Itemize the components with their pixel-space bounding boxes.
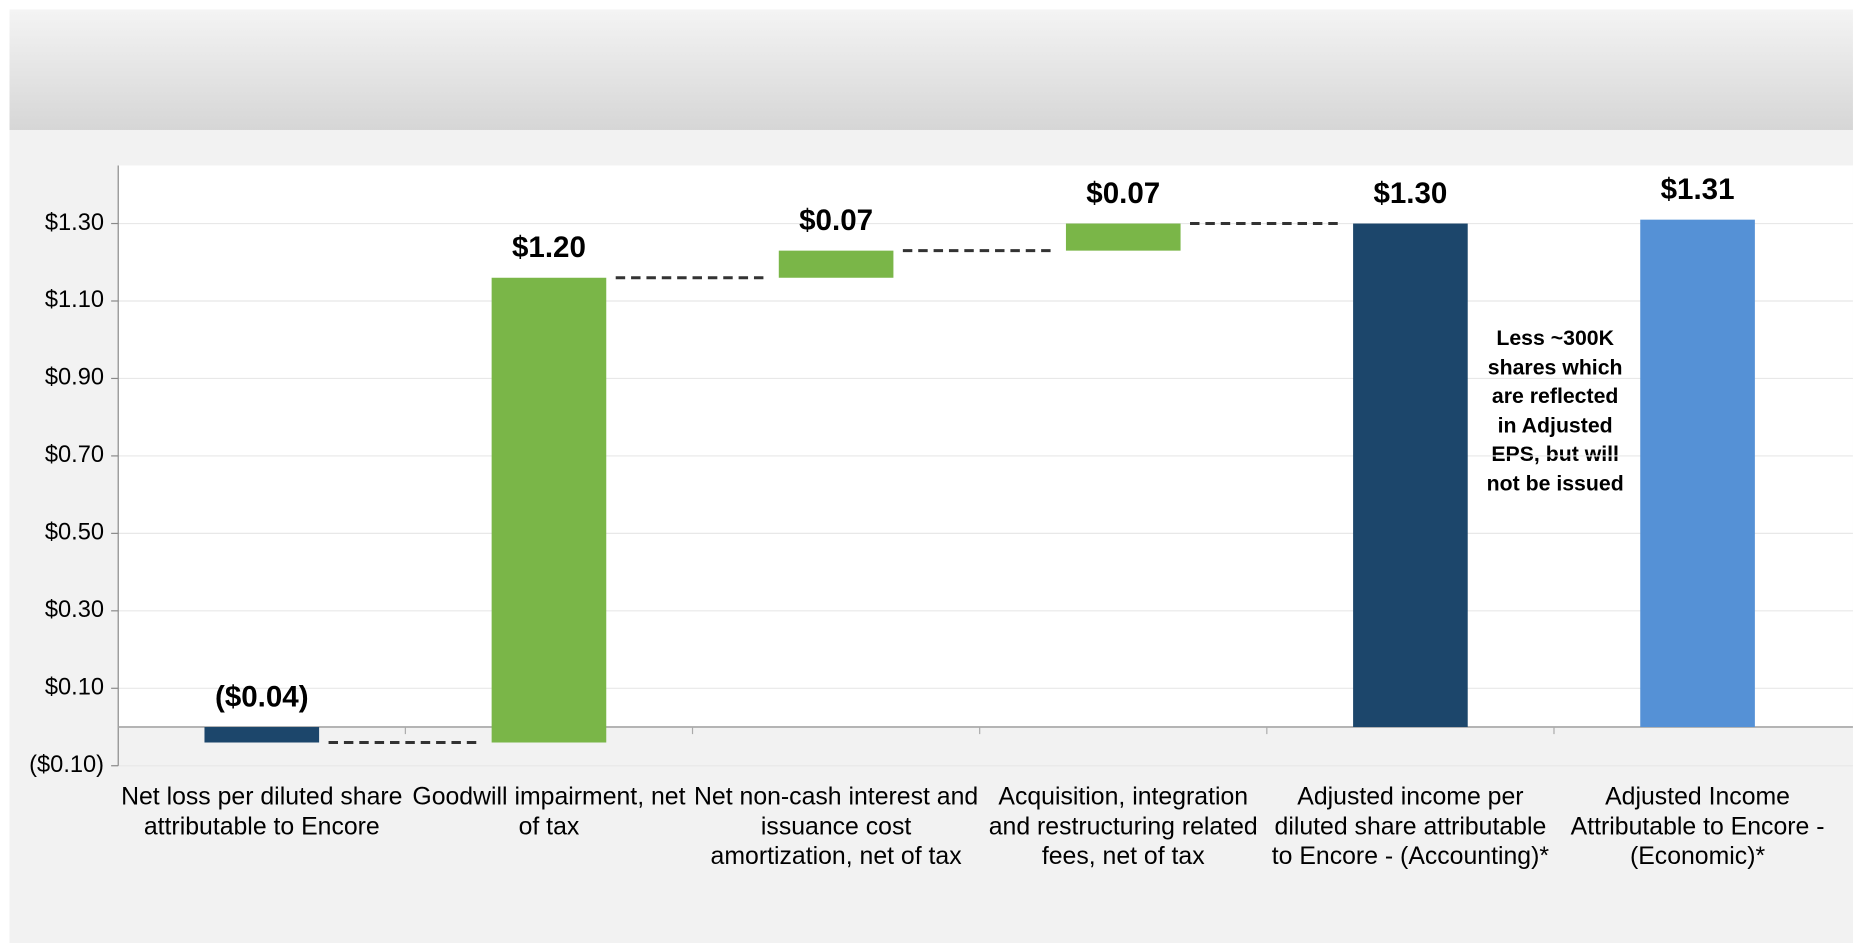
bar xyxy=(1065,223,1181,251)
y-tick-label: $0.50 xyxy=(45,520,104,546)
value-label: $1.30 xyxy=(1373,177,1447,210)
x-tick-label: Net loss per diluted share attributable … xyxy=(121,783,403,841)
bar xyxy=(778,250,894,278)
y-tick-label: $1.10 xyxy=(45,287,104,313)
x-label-box: Adjusted Income Attributable to Encore -… xyxy=(1570,783,1825,870)
value-label: $1.20 xyxy=(512,231,586,264)
y-tick-label: $0.30 xyxy=(45,597,104,623)
y-tick-label: $1.30 xyxy=(45,210,104,236)
value-label: ($0.04) xyxy=(215,680,309,713)
x-tick-label: Net non-cash interest and issuance cost … xyxy=(693,783,979,870)
value-label: $0.07 xyxy=(799,204,873,237)
y-tick-label: $0.90 xyxy=(45,365,104,391)
y-tick-label: $0.10 xyxy=(45,675,104,701)
bar xyxy=(491,277,607,743)
x-tick-label: Goodwill impairment, net of tax xyxy=(412,783,686,841)
value-label: $1.31 xyxy=(1661,173,1735,206)
x-label-box: Net non-cash interest and issuance cost … xyxy=(693,783,979,870)
header-band xyxy=(9,9,1853,130)
bar xyxy=(1353,223,1468,728)
x-label-box: Acquisition, integration and restructuri… xyxy=(988,783,1258,870)
x-label-box: Adjusted income per diluted share attrib… xyxy=(1271,783,1550,870)
x-label-box: Net loss per diluted share attributable … xyxy=(121,783,403,841)
x-tick-label: Adjusted income per diluted share attrib… xyxy=(1271,783,1550,870)
y-tick-label: $0.70 xyxy=(45,442,104,468)
bar xyxy=(1640,219,1755,728)
annotation: Less ~300K shares which are reflected in… xyxy=(1486,326,1624,495)
x-tick-label: Acquisition, integration and restructuri… xyxy=(988,783,1258,870)
bar xyxy=(204,727,320,743)
x-label-box: Goodwill impairment, net of tax xyxy=(412,783,686,841)
x-tick-label: Adjusted Income Attributable to Encore -… xyxy=(1570,783,1825,870)
value-label: $0.07 xyxy=(1086,177,1160,210)
y-tick-label: ($0.10) xyxy=(29,752,104,778)
plot-area xyxy=(118,165,1853,728)
annotation-box: Less ~300K shares which are reflected in… xyxy=(1486,326,1624,495)
